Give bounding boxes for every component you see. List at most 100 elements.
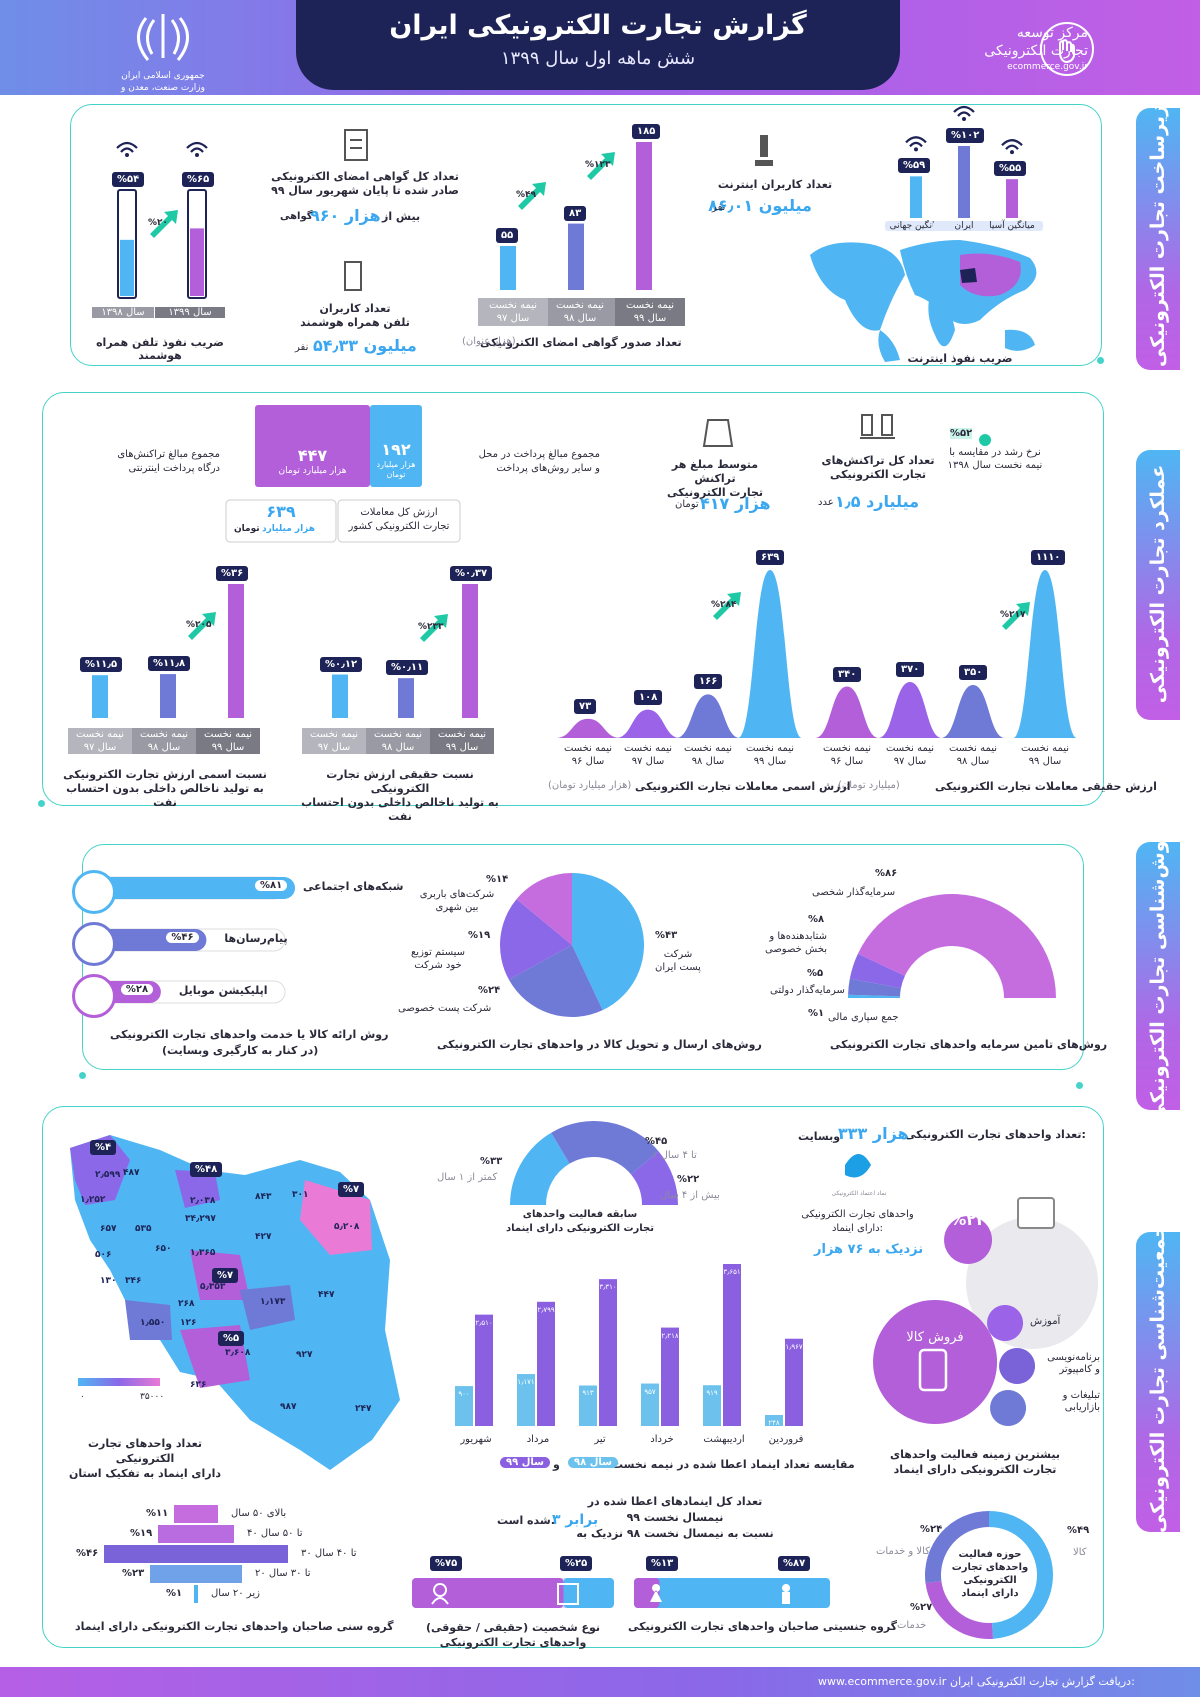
- nominal-value-mound: [616, 709, 680, 738]
- ecommerce-logo-text: مرکز توسعه تجارت الکترونیکی: [984, 25, 1088, 59]
- scope-label: کالا و خدمات: [876, 1546, 930, 1557]
- cert-category-label: نیمه نخست سال ۹۸: [545, 298, 615, 326]
- map-province-value: ۳٫۶۰۸: [225, 1348, 251, 1358]
- history-value: %۴۵: [645, 1136, 668, 1147]
- smartphone-users-label: تعداد کاربران تلفن همراه هوشمند: [300, 302, 410, 329]
- delivery-label: سیستم توزیع خود شرکت: [410, 947, 466, 971]
- tx-count-value: ۱٫۵ میلیارد: [835, 492, 920, 511]
- internet-value-tag: %۵۹: [898, 158, 931, 174]
- wifi-icon: [909, 141, 923, 148]
- real-value-value-tag: ۳۵۰: [959, 665, 988, 681]
- smartphone-icon: [344, 261, 362, 291]
- wifi-icon: [195, 153, 199, 157]
- wifi-icon: [1001, 139, 1023, 146]
- cert-growth-arrow-icon: [518, 182, 546, 210]
- age-value: %۱۹: [130, 1528, 153, 1539]
- history-value: %۳۳: [480, 1156, 503, 1167]
- growth-label: %۲۰: [148, 218, 169, 228]
- nominal-category-label: نیمه نخست سال ۹۸: [683, 743, 733, 767]
- month-label: اردیبهشت: [703, 1434, 745, 1445]
- scope-arc: [925, 1581, 994, 1639]
- enamad-logo-icon: [845, 1154, 871, 1178]
- entity-value-tag: %۷۵: [430, 1556, 463, 1571]
- internet-chart-title: ضریب نفوذ اینترنت: [907, 352, 1013, 365]
- footer-url[interactable]: www.ecommerce.gov.ir: [818, 1675, 947, 1688]
- monthly-note-end: شده است.: [497, 1514, 555, 1527]
- ratio-real-bar: [332, 674, 348, 718]
- monthly-bar-99: [599, 1279, 617, 1426]
- units-unit: وبسایت: [798, 1130, 841, 1143]
- cert-category-label: نیمه نخست سال ۹۹: [615, 298, 685, 326]
- age-value: %۱۱: [146, 1508, 169, 1519]
- panel-infrastructure: [70, 104, 1102, 366]
- footer-text: دریافت گزارش تجارت الکترونیکی ایران:: [950, 1675, 1135, 1688]
- ratio-nominal-value-tag: %۱۱٫۸: [148, 656, 191, 672]
- ratio-real-value-tag: %۰٫۱۱: [386, 660, 429, 676]
- units-value: ۳۳۳ هزار: [838, 1124, 909, 1143]
- scope-value: %۲۴: [920, 1524, 943, 1535]
- cert-value-tag: ۱۸۵: [632, 124, 661, 139]
- growth-label: %۲۱۷: [1000, 610, 1026, 620]
- finance-label: سرمایه‌گذار شخصی: [812, 887, 896, 898]
- building-icon: [557, 1583, 579, 1605]
- map-province-value: ۶۵۷: [100, 1224, 117, 1234]
- section-tab-performance: [1136, 450, 1180, 720]
- map-share-tag: %۵: [218, 1331, 245, 1346]
- scope-center-label: حوزه فعالیت واحدهای تجارت الکترونیکی دار…: [951, 1549, 1029, 1599]
- fields-title: بیشترین زمینه فعالیت واحدهای تجارت الکتر…: [890, 1448, 1060, 1476]
- map-province-value: ۱٫۲۵۲: [80, 1195, 106, 1205]
- age-bar: [104, 1545, 288, 1563]
- map-share-tag: %۴۸: [190, 1162, 223, 1177]
- map-color-scale: [78, 1378, 160, 1386]
- nominal-chart-unit: (هزار میلیارد تومان): [548, 780, 632, 791]
- total-value-box: [225, 499, 337, 543]
- ecommerce-logo-url: ecommerce.gov.ir: [1007, 62, 1088, 72]
- age-bar: [194, 1585, 198, 1603]
- delivery-title: روش‌های ارسال و تحویل کالا در واحدهای تج…: [437, 1038, 762, 1051]
- monthly-legend-98: سال ۹۸: [568, 1457, 618, 1468]
- delivery-label: شرکت پست خصوصی: [398, 1003, 492, 1014]
- programming-icon: [999, 1348, 1036, 1384]
- monthly-legend-and: و: [553, 1458, 560, 1471]
- finance-value: %۸۶: [875, 868, 898, 879]
- internet-bar: [1006, 179, 1018, 218]
- ratio-nominal-bar: [92, 675, 108, 718]
- cert-value-tag: ۸۳: [564, 205, 587, 221]
- age-label: زیر ۲۰ سال: [211, 1588, 260, 1599]
- nominal-category-label: نیمه نخست سال ۹۶: [563, 743, 613, 767]
- monthly-bar-98: [455, 1386, 473, 1426]
- mobile-app-icon: [72, 974, 116, 1018]
- wifi-icon: [1005, 144, 1019, 150]
- monthly-bar-99: [785, 1338, 803, 1426]
- female-icon: [650, 1584, 662, 1602]
- total-label-box: [337, 499, 461, 543]
- service-label: شبکه‌های اجتماعی: [303, 880, 404, 893]
- finance-label: شتابدهنده‌ها و بخش خصوصی: [764, 931, 827, 955]
- map-province-value: ۱٫۱۷۳: [260, 1297, 286, 1307]
- real-value-value-tag: ۳۷۰: [896, 662, 925, 677]
- tx-count-unit: عدد: [818, 497, 834, 508]
- service-value: %۲۸: [120, 984, 154, 995]
- ratio-real-growth-arrow-icon: [420, 614, 448, 642]
- iran-region: [960, 268, 977, 283]
- internet-value-tag: %۱۰۲: [946, 128, 985, 143]
- growth-label: %۱۲۳: [585, 160, 611, 170]
- education-icon: [987, 1305, 1024, 1341]
- wifi-icon: [953, 105, 975, 113]
- growth-label: %۲۰۵: [186, 620, 212, 630]
- finance-title: روش‌های تامین سرمایه واحدهای تجارت الکتر…: [830, 1038, 1108, 1051]
- mobile-chart-title: ضریب نفوذ تلفن همراه هوشمند: [96, 336, 224, 362]
- mobile-growth-arrow-icon: [150, 210, 178, 238]
- finance-value: %۱: [808, 1008, 825, 1019]
- battery-fill: [120, 239, 134, 296]
- service-title: روش ارائه کالا یا خدمت واحدهای تجارت الک…: [110, 1028, 389, 1041]
- ratio-real-value-tag: %۰٫۱۲: [320, 656, 363, 672]
- map-province-value: ۶۲۶: [190, 1380, 207, 1390]
- history-title: سابقه فعالیت واحدهای تجارت الکترونیکی دا…: [505, 1209, 655, 1234]
- cert-bar: [636, 142, 652, 290]
- entity-title: نوع شخصیت (حقیقی / حقوقی) واحدهای تجارت …: [425, 1621, 601, 1649]
- ratio-nominal-category-label: نیمه نخست سال ۹۸: [132, 728, 196, 754]
- internet-bar-label: میانگین جهانی: [885, 221, 947, 231]
- map-province-value: ۴۸۷: [123, 1168, 140, 1178]
- panel-dot: [79, 1072, 86, 1079]
